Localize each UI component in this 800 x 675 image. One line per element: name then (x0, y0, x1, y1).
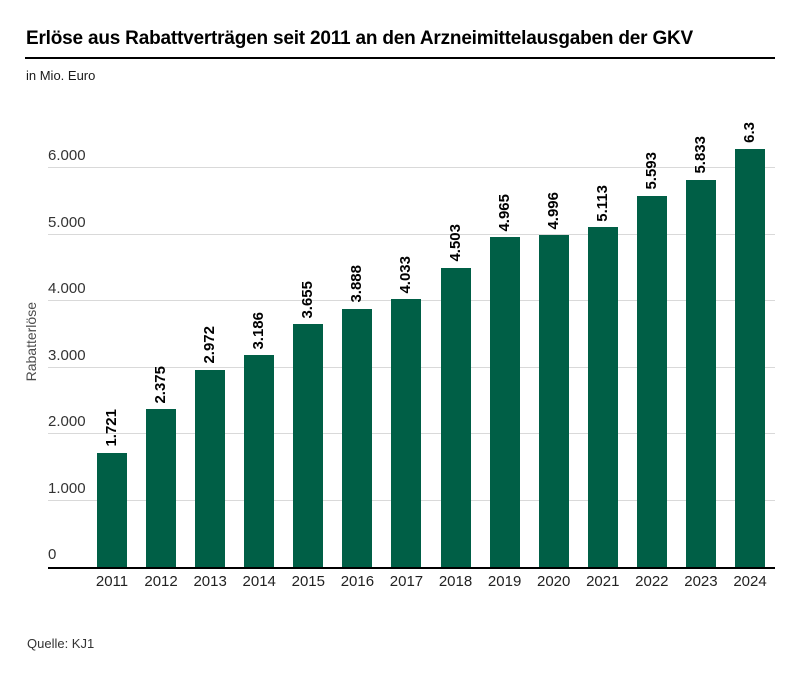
y-tick-label-3.000: 3.000 (48, 346, 86, 364)
bar-2021 (587, 227, 618, 567)
chart-title: Erlöse aus Rabattverträgen seit 2011 an … (26, 28, 694, 49)
x-tick-label-2017: 2017 (389, 573, 424, 590)
bar-2024 (735, 148, 765, 567)
x-tick-label-2012: 2012 (144, 573, 178, 590)
y-tick-label-4.000: 4.000 (48, 280, 86, 298)
x-tick-label-2022: 2022 (635, 573, 669, 590)
source-note: Quelle: KJ1 (27, 636, 95, 651)
gridline-5.000 (48, 233, 775, 235)
chart-subtitle: in Mio. Euro (26, 68, 96, 83)
x-tick-label-2011: 2011 (95, 573, 129, 590)
x-tick-label-2016: 2016 (340, 573, 375, 590)
y-axis-title: Rabatterlöse (23, 302, 39, 382)
bar-2012 (146, 409, 177, 567)
bar-2023 (685, 179, 716, 567)
bar-value-label-2019: 4.965 (495, 193, 513, 232)
y-tick-label-6.000: 6.000 (48, 147, 86, 165)
bar-value-label-2023: 5.833 (691, 136, 709, 174)
plot-area: 0 1.000 2.000 3.000 4.000 5.000 6.000 1.721 2011… (48, 110, 775, 589)
title-divider (25, 57, 775, 59)
bar-value-label-2013: 2.972 (201, 326, 219, 364)
bar-2017 (391, 299, 422, 567)
y-tick-label-1.000: 1.000 (48, 479, 86, 497)
bar-2022 (636, 195, 667, 567)
gridline-6.000 (48, 167, 775, 169)
x-tick-label-2023: 2023 (684, 573, 718, 590)
x-tick-label-2015: 2015 (291, 573, 325, 590)
bar-value-label-2016: 3.888 (348, 265, 366, 303)
y-tick-label-0: 0 (48, 546, 57, 563)
bar-2020 (538, 235, 569, 567)
y-tick-label-2.000: 2.000 (48, 413, 86, 431)
bar-value-label-2014: 3.186 (250, 311, 268, 350)
x-axis-line (48, 567, 775, 569)
bar-value-label-2022: 5.593 (642, 151, 660, 190)
x-tick-label-2019: 2019 (487, 573, 522, 590)
bar-value-label-2018: 4.503 (446, 224, 464, 262)
bar-2016 (342, 308, 373, 567)
bar-value-label-2015: 3.655 (299, 280, 317, 319)
bar-2018 (440, 267, 471, 567)
bar-value-label-2020: 4.996 (544, 191, 562, 230)
bar-value-label-2012: 2.375 (152, 365, 170, 404)
y-tick-label-5.000: 5.000 (48, 213, 86, 231)
x-tick-label-2024: 2024 (733, 573, 767, 590)
x-tick-label-2013: 2013 (193, 573, 227, 590)
x-tick-label-2018: 2018 (438, 573, 473, 590)
bar-value-label-2017: 4.033 (397, 255, 415, 294)
bar-2011 (97, 452, 127, 567)
bar-2019 (489, 237, 520, 567)
x-tick-label-2020: 2020 (537, 573, 571, 590)
bar-value-label-2011: 1.721 (103, 409, 120, 447)
bar-value-label-2024: 6.3 (741, 121, 758, 143)
bar-2015 (293, 324, 324, 567)
bar-value-label-2021: 5.113 (593, 184, 611, 222)
bar-2013 (195, 369, 226, 567)
x-tick-label-2014: 2014 (242, 573, 276, 590)
x-tick-label-2021: 2021 (586, 573, 620, 590)
bar-2014 (244, 355, 275, 567)
